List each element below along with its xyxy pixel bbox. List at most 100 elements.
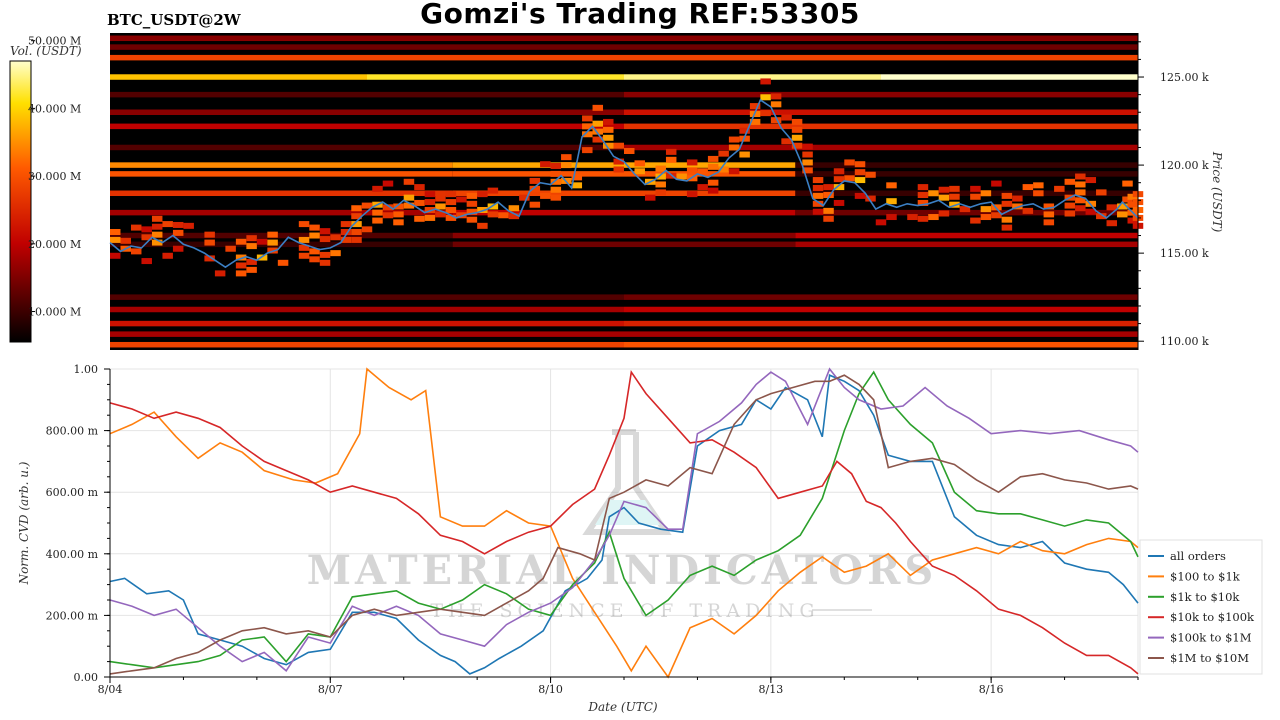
heatmap-cell — [938, 186, 950, 193]
heatmap-cell — [445, 206, 457, 213]
heatmap-ylabel: Price (USDT) — [1210, 151, 1224, 233]
heatmap-cell — [508, 205, 520, 212]
heatmap-cell — [582, 123, 593, 130]
heatmap-cell — [1033, 190, 1044, 197]
heatmap-cell — [151, 231, 163, 238]
heatmap-band — [110, 144, 624, 151]
heatmap-cell — [141, 226, 152, 233]
legend-label: $1M to $10M — [1170, 651, 1249, 665]
heatmap-cell — [1043, 219, 1055, 226]
heatmap-band — [452, 162, 796, 168]
heatmap-cell — [728, 144, 740, 151]
heatmap-cell — [319, 236, 331, 243]
heatmap-cell — [613, 158, 624, 165]
heatmap-cell — [812, 184, 824, 191]
heatmap-cell — [550, 170, 562, 177]
heatmap-cell — [172, 245, 184, 252]
legend-label: $10k to $100k — [1170, 610, 1255, 624]
heatmap-cell — [309, 256, 320, 263]
heatmap-band — [795, 190, 1138, 197]
heatmap-cell — [445, 191, 457, 198]
heatmap-cell — [256, 238, 268, 245]
heatmap-cell — [466, 208, 478, 215]
heatmap-cell — [382, 212, 394, 219]
legend-label: all orders — [1170, 549, 1226, 563]
cvd-x-tick-label: 8/04 — [98, 683, 123, 696]
heatmap-cell — [529, 201, 541, 208]
heatmap-cell — [204, 239, 215, 246]
heatmap-band — [795, 162, 1138, 168]
heatmap-band — [452, 232, 796, 239]
heatmap-cell — [760, 94, 771, 101]
heatmap-cell — [592, 104, 604, 111]
heatmap-cell — [246, 258, 257, 265]
heatmap-cell — [624, 147, 635, 154]
heatmap-cell — [812, 208, 824, 215]
heatmap-cell — [361, 226, 373, 233]
heatmap-cell — [277, 259, 289, 266]
heatmap-cell — [1117, 211, 1128, 218]
heatmap-cell — [309, 224, 320, 231]
heatmap-cell — [980, 214, 992, 221]
heatmap-cell — [319, 259, 331, 266]
heatmap-band — [110, 109, 624, 115]
heatmap-cell — [550, 186, 562, 193]
symbol-label: BTC_USDT@2W — [107, 11, 241, 29]
heatmap-band — [624, 44, 1138, 50]
heatmap-cell — [477, 222, 488, 229]
heatmap-cell — [802, 167, 813, 174]
heatmap-band — [624, 341, 1138, 348]
heatmap-band — [624, 144, 1138, 151]
heatmap-tick-label: 115.00 k — [1160, 247, 1209, 260]
heatmap-cell — [424, 199, 436, 206]
heatmap-band — [795, 241, 1138, 248]
heatmap-band — [624, 91, 1138, 98]
heatmap-cell — [592, 128, 604, 135]
heatmap-cell — [550, 194, 562, 201]
heatmap-cell — [298, 244, 310, 251]
heatmap-cell — [1064, 178, 1076, 185]
heatmap-cell — [571, 182, 583, 189]
heatmap-cell — [634, 160, 645, 167]
heatmap-cell — [991, 212, 1002, 219]
heatmap-cell — [844, 159, 855, 166]
price-line — [109, 98, 1139, 269]
heatmap-band — [110, 44, 624, 50]
heatmap-cell — [791, 142, 803, 149]
heatmap-cell — [330, 234, 341, 241]
heatmap-cell — [1075, 205, 1086, 212]
heatmap-cell — [298, 221, 310, 228]
heatmap-cell — [917, 192, 929, 199]
heatmap-cell — [728, 168, 740, 175]
cvd-x-tick-label: 8/07 — [318, 683, 343, 696]
cvd-x-tick-label: 8/13 — [759, 683, 784, 696]
heatmap-cell — [823, 215, 834, 222]
heatmap-cell — [141, 234, 152, 241]
heatmap-cell — [854, 192, 866, 199]
heatmap-band — [452, 241, 796, 248]
cvd-y-tick-label: 200.00 m — [46, 609, 99, 622]
heatmap-band — [795, 171, 1138, 177]
heatmap-cell — [886, 182, 897, 189]
heatmap-cell — [225, 245, 236, 252]
heatmap-cell — [445, 214, 457, 221]
heatmap-cell — [204, 255, 215, 262]
heatmap-cell — [435, 203, 446, 210]
heatmap-cell — [330, 250, 341, 257]
heatmap-cell — [466, 192, 478, 199]
heatmap-price-axis: 110.00 k 115.00 k 120.00 k 125.00 k — [1137, 33, 1209, 350]
heatmap-cell — [970, 193, 981, 200]
heatmap-band — [624, 294, 1138, 300]
heatmap-cell — [162, 252, 173, 259]
heatmap-cell — [592, 120, 604, 127]
heatmap-cell — [372, 185, 383, 192]
heatmap-cell — [424, 191, 436, 198]
heatmap-cell — [435, 195, 446, 202]
heatmap-cell — [477, 191, 488, 198]
heatmap-band — [624, 331, 1138, 337]
heatmap-band — [110, 54, 624, 61]
heatmap-cell — [823, 207, 834, 214]
cvd-y-tick-label: 0.00 — [74, 671, 99, 684]
heatmap-cell — [298, 252, 310, 259]
heatmap-cell — [875, 219, 887, 226]
